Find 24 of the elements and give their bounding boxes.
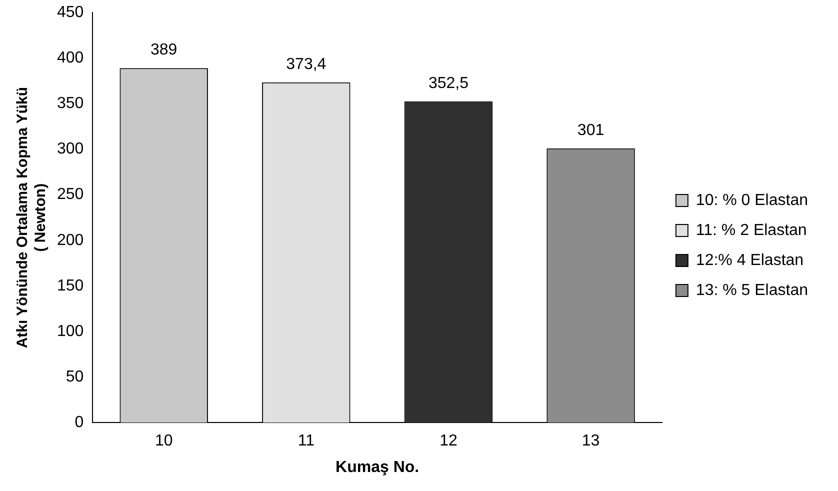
y-tick-label: 200 <box>56 232 84 249</box>
x-tick-label: 11 <box>298 432 315 450</box>
data-label: 373,4 <box>286 56 326 73</box>
legend-label: 10: % 0 Elastan <box>696 192 808 209</box>
x-tick-label: 10 <box>154 432 173 450</box>
y-tick-label: 250 <box>56 186 84 204</box>
y-tick-label: 400 <box>56 50 84 67</box>
data-label: 352,5 <box>428 74 469 92</box>
y-tick-label: 300 <box>56 140 84 158</box>
x-tick-label: 13 <box>582 432 600 450</box>
y-tick-label: 0 <box>74 414 84 432</box>
y-tick-label: 50 <box>66 368 84 386</box>
legend-label: 11: % 2 Elastan <box>696 222 807 239</box>
y-tick-label: 100 <box>56 322 84 340</box>
x-tick-label: 12 <box>440 432 458 450</box>
data-label: 389 <box>150 42 178 59</box>
legend-label: 13: % 5 Elastan <box>696 282 808 299</box>
y-tick-label: 150 <box>56 277 84 294</box>
x-axis-title: Kumaş No. <box>336 458 420 476</box>
y-axis-title: Atkı Yönünde Ortalama Kopma Yükü ( Newton) <box>14 87 50 348</box>
y-tick-label: 450 <box>56 4 84 22</box>
legend-label: 12:% 4 Elastan <box>696 252 804 269</box>
y-tick-label: 350 <box>56 95 84 112</box>
data-label: 301 <box>577 122 604 139</box>
